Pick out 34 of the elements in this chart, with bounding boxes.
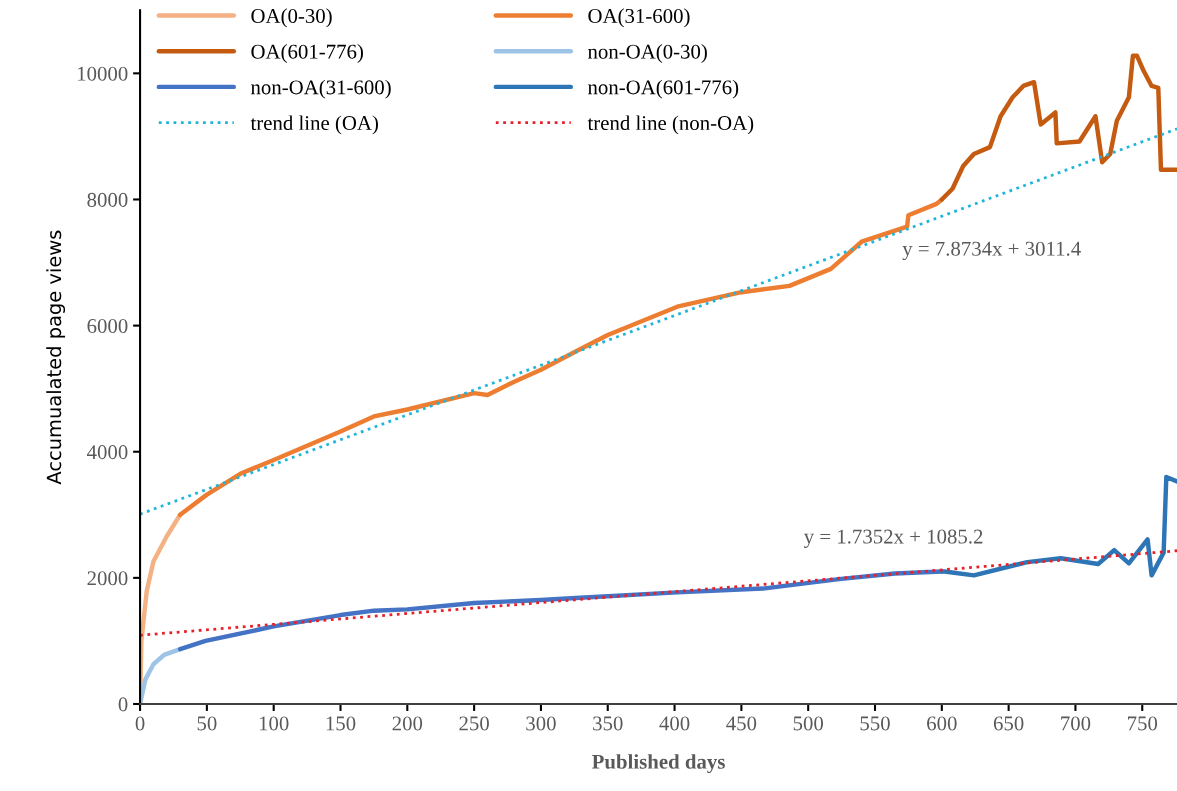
legend-label: trend line (non-OA) <box>587 115 754 135</box>
x-tick-label: 450 <box>726 716 757 731</box>
x-tick-label: 500 <box>793 716 824 731</box>
x-axis-title: Published days <box>592 754 725 774</box>
legend-label: OA(601-776) <box>251 44 363 63</box>
x-tick-label: 0 <box>135 716 145 731</box>
x-tick-label: 300 <box>526 716 556 731</box>
x-tick-label: 700 <box>1061 716 1091 731</box>
y-tick-label: 4000 <box>87 445 128 460</box>
x-tick-label: 150 <box>326 716 356 731</box>
y-tick-label: 2000 <box>87 571 128 586</box>
legend-label: non-OA(31-600) <box>250 79 391 99</box>
x-tick-label: 50 <box>197 716 217 731</box>
x-tick-label: 400 <box>659 716 690 731</box>
x-tick-label: 650 <box>993 716 1024 731</box>
x-tick-label: 550 <box>860 716 890 731</box>
y-tick-label: 10000 <box>78 66 128 81</box>
x-tick-label: 200 <box>392 716 423 731</box>
y-tick-label: 8000 <box>87 192 128 207</box>
legend-label: trend line (OA) <box>250 115 378 135</box>
y-tick-label: 6000 <box>87 318 128 334</box>
legend-label: non-OA(601-776) <box>587 79 739 99</box>
y-axis-title: Accumualated page views <box>46 230 66 485</box>
annotation: y = 1.7352x + 1085.2 <box>803 529 983 548</box>
x-tick-label: 250 <box>459 716 489 731</box>
y-tick-label: 0 <box>118 697 128 712</box>
x-tick-label: 350 <box>593 716 623 731</box>
x-tick-label: 750 <box>1128 716 1158 731</box>
annotation: y = 7.8734x + 3011.4 <box>902 241 1081 261</box>
legend-label: OA(0-30) <box>251 8 332 28</box>
x-tick-label: 600 <box>927 716 957 731</box>
legend-label: non-OA(0-30) <box>587 44 707 63</box>
legend-label: OA(31-600) <box>588 8 690 28</box>
x-tick-label: 100 <box>259 716 289 731</box>
